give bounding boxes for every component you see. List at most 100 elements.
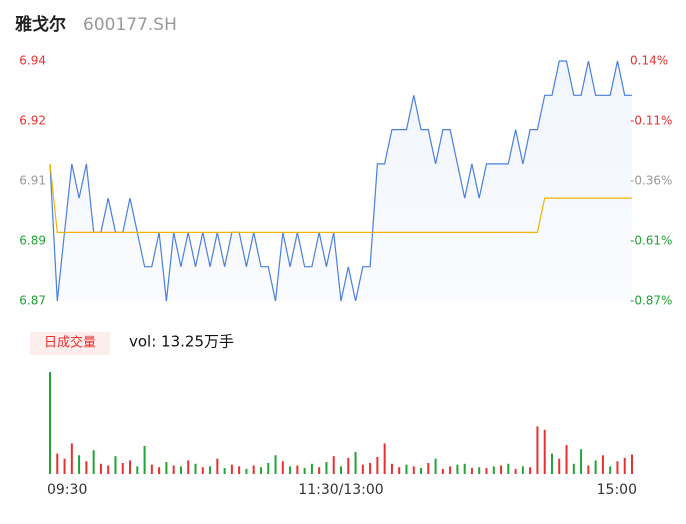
volume-bar [99, 463, 102, 474]
volume-bar [434, 458, 437, 474]
volume-bar [565, 445, 568, 474]
volume-bar [85, 461, 88, 474]
volume-bar [318, 467, 321, 474]
volume-bar [580, 449, 583, 474]
x-tick-label: 15:00 [597, 482, 637, 498]
volume-bar [230, 464, 233, 474]
price-area [50, 61, 632, 301]
volume-bar [340, 466, 342, 474]
volume-bar [376, 457, 379, 474]
volume-bar [449, 466, 452, 474]
volume-bar [259, 467, 262, 474]
volume-bar [521, 466, 524, 474]
volume-bar [187, 460, 190, 474]
volume-bar [252, 465, 255, 474]
volume-bar [616, 461, 619, 474]
volume-bar [114, 456, 117, 474]
volume-bar [354, 451, 357, 474]
volume-bar [92, 450, 95, 474]
volume-bar [223, 468, 226, 474]
volume-bar [201, 467, 204, 474]
panel-title-box [30, 332, 110, 355]
volume-bar [507, 463, 510, 474]
volume-bar [310, 463, 313, 474]
y2-tick-label: -0.36% [630, 174, 672, 188]
y-tick-label: 6.91 [19, 174, 46, 188]
volume-bar [398, 467, 401, 474]
volume-bar [470, 468, 473, 474]
volume-bar [70, 443, 73, 474]
volume-bar [369, 462, 372, 474]
x-tick-label: 11:30/13:00 [298, 482, 383, 498]
volume-bar [463, 463, 466, 474]
volume-bar [601, 455, 604, 474]
volume-bar [587, 465, 590, 474]
y-tick-label: 6.92 [19, 114, 46, 128]
volume-bar [49, 372, 51, 474]
volume-bar [179, 466, 182, 474]
volume-bar [274, 455, 277, 474]
volume-bar [158, 467, 161, 474]
average-line [49, 163, 632, 233]
volume-bar [267, 462, 270, 474]
volume-bar [281, 461, 284, 474]
y2-tick-label: 0.14% [630, 54, 668, 68]
volume-bar [420, 468, 423, 474]
volume-bar [325, 462, 328, 474]
volume-bar [441, 468, 444, 474]
stock-code: 600177.SH [83, 15, 177, 35]
volume-bar [78, 455, 81, 474]
volume-bar [150, 464, 153, 474]
volume-bar [56, 453, 59, 474]
panel-title: 日成交量 [44, 335, 96, 351]
volume-bar [289, 466, 292, 474]
volume-bar [485, 468, 488, 474]
volume-bar [390, 463, 393, 474]
x-tick-label: 09:30 [47, 482, 87, 498]
volume-bar [572, 463, 575, 474]
volume-bar [543, 429, 546, 474]
volume-bar [107, 465, 110, 474]
y2-tick-label: -0.87% [630, 294, 672, 308]
volume-bar [165, 462, 168, 474]
y-tick-label: 6.89 [19, 234, 46, 248]
volume-bar [609, 466, 612, 474]
volume-bar [216, 458, 219, 474]
volume-bar [412, 466, 415, 474]
volume-bar [296, 465, 299, 474]
volume-label: vol: 13.25万手 [129, 333, 234, 351]
volume-bar [121, 462, 124, 474]
volume-bar [129, 460, 132, 474]
volume-bar [347, 457, 350, 474]
volume-bar [383, 443, 386, 474]
volume-bar [427, 462, 430, 474]
volume-bar [456, 464, 459, 474]
volume-bar [245, 468, 248, 474]
stock-name: 雅戈尔 [14, 14, 66, 35]
volume-bar [405, 464, 408, 474]
volume-bar [194, 463, 197, 474]
volume-bar [536, 426, 539, 474]
volume-bar [500, 465, 503, 474]
volume-bar [514, 468, 517, 474]
volume-bar [529, 467, 532, 474]
volume-bar [478, 467, 481, 474]
price-line [49, 60, 632, 302]
volume-bar [558, 458, 561, 474]
volume-bar [303, 468, 306, 474]
y-tick-label: 6.87 [19, 294, 46, 308]
volume-bar [209, 466, 212, 474]
y-tick-label: 6.94 [19, 54, 46, 68]
volume-bar [136, 466, 139, 474]
y2-tick-label: -0.61% [630, 234, 672, 248]
volume-bar [623, 457, 626, 474]
volume-bar [63, 458, 66, 474]
volume-bar [492, 466, 495, 474]
volume-bar [594, 460, 597, 474]
volume-bar [550, 453, 553, 474]
volume-bar [361, 464, 364, 474]
y2-tick-label: -0.11% [630, 114, 672, 128]
volume-bar [332, 456, 335, 474]
volume-bar [631, 454, 633, 474]
